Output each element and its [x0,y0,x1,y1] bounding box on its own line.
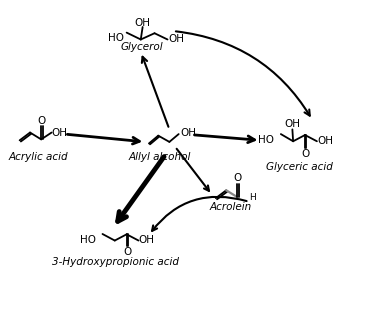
Text: OH: OH [169,34,185,44]
Text: Acrylic acid: Acrylic acid [9,152,68,162]
Text: O: O [123,247,131,257]
Text: O: O [302,149,310,159]
Text: HO: HO [80,235,96,245]
Text: H: H [249,193,256,202]
Text: OH: OH [284,119,300,129]
Text: Allyl alcohol: Allyl alcohol [128,152,190,162]
Text: HO: HO [108,33,124,43]
Text: HO: HO [257,135,274,145]
Text: O: O [233,174,242,183]
Text: Glycerol: Glycerol [120,42,163,52]
Text: OH: OH [180,128,196,138]
Text: 3-Hydroxypropionic acid: 3-Hydroxypropionic acid [52,257,179,267]
Text: Glyceric acid: Glyceric acid [266,162,333,172]
Text: Acrolein: Acrolein [210,202,252,212]
Text: OH: OH [52,128,68,138]
Text: OH: OH [135,18,151,28]
Text: O: O [37,116,45,126]
Text: OH: OH [139,235,155,245]
Text: OH: OH [317,136,333,146]
